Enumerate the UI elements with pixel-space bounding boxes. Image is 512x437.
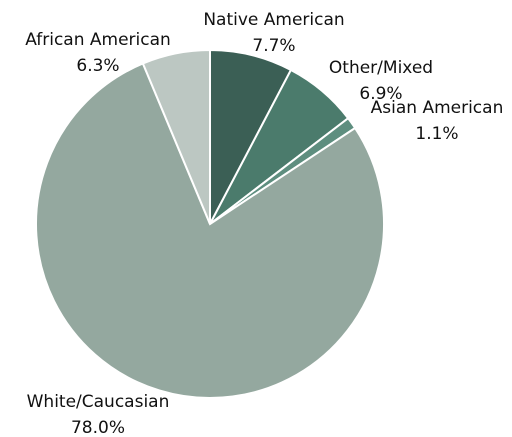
slice-label: African American [25, 30, 171, 50]
slice-label: White/Caucasian [27, 392, 170, 412]
slice-value-label: 7.7% [252, 36, 295, 56]
slice-value-label: 1.1% [415, 124, 458, 144]
slice-value-label: 6.9% [359, 84, 402, 104]
slice-label: Native American [203, 10, 344, 30]
slice-value-label: 6.3% [76, 56, 119, 76]
slice-label: Asian American [371, 98, 504, 118]
slice-value-label: 78.0% [71, 418, 125, 437]
pie-slice [141, 48, 211, 225]
slice-label: Other/Mixed [329, 58, 433, 78]
pie-slice [35, 62, 385, 399]
